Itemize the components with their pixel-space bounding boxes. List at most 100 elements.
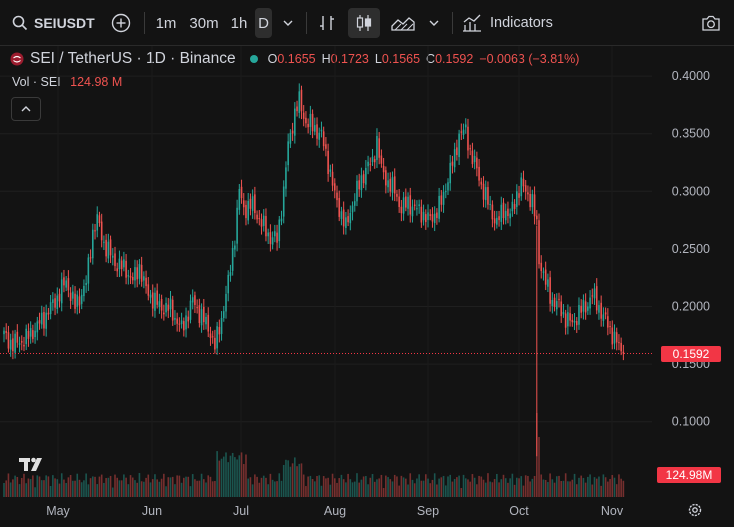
candle-body [369, 163, 372, 165]
candle-body [247, 201, 249, 221]
interval-30m-button[interactable]: 30m [189, 14, 219, 32]
volume-bar [158, 481, 161, 497]
volume-bar [396, 476, 398, 497]
candle-body [225, 293, 227, 312]
volume-bar [294, 457, 296, 497]
volume-bar [342, 479, 345, 497]
volume-bar [23, 473, 25, 497]
candle-body [513, 203, 516, 209]
volume-bar [107, 477, 110, 497]
candle-body [373, 159, 376, 163]
volume-bar [118, 480, 121, 497]
candle-body [567, 312, 569, 327]
y-tick-label: 0.4000 [672, 69, 710, 83]
volume-bar [578, 477, 580, 497]
indicators-icon [463, 14, 481, 32]
volume-bar [371, 474, 374, 497]
volume-bar [447, 476, 449, 497]
volume-bar [609, 478, 611, 497]
volume-bar [347, 473, 349, 497]
candle-body [409, 195, 412, 215]
volume-bar [362, 476, 365, 497]
candle-body [493, 218, 496, 224]
volume-bar [43, 480, 45, 497]
volume-bar [575, 484, 578, 497]
symbol-label: SEIUSDT [34, 15, 95, 31]
volume-label: Vol · SEI [12, 75, 61, 89]
candle-body [307, 123, 309, 128]
candle-body [238, 188, 241, 210]
volume-value: 124.98 M [70, 75, 123, 89]
volume-bar [69, 474, 72, 497]
volume-bar [120, 480, 123, 497]
volume-bar [247, 478, 249, 497]
candle-body [422, 211, 425, 221]
collapse-legend-button[interactable] [11, 97, 41, 121]
chart-type-dropdown[interactable] [424, 8, 444, 38]
volume-bar [338, 478, 341, 497]
volume-bar [256, 476, 258, 497]
candle-body [564, 313, 567, 328]
candles-style-button[interactable] [348, 8, 380, 38]
compare-add-button[interactable] [108, 8, 134, 38]
y-tick-label: 0.3000 [672, 184, 710, 198]
candle-body [245, 204, 247, 219]
volume-bar [296, 466, 298, 497]
area-style-button[interactable] [388, 8, 418, 38]
candle-body [305, 117, 307, 124]
chevron-down-icon [283, 20, 293, 26]
candle-body [67, 278, 70, 291]
snapshot-button[interactable] [698, 8, 724, 38]
candle-body [540, 262, 543, 272]
candle-body [582, 299, 585, 312]
volume-bar [89, 478, 92, 497]
indicators-label: Indicators [490, 15, 553, 31]
candle-body [529, 193, 531, 208]
volume-bar [595, 478, 598, 497]
volume-bar [127, 484, 130, 497]
volume-bar [549, 473, 551, 497]
volume-bar [274, 481, 276, 497]
volume-bar [111, 487, 114, 497]
volume-bar [600, 485, 602, 497]
interval-dropdown[interactable] [277, 8, 299, 38]
interval-1m-button[interactable]: 1m [155, 14, 177, 32]
indicators-button[interactable]: Indicators [462, 8, 558, 38]
candle-body [604, 312, 607, 315]
candle-body [613, 331, 616, 344]
x-tick-label: May [46, 504, 70, 518]
candle-body [356, 180, 358, 202]
interval-d-button[interactable]: D [255, 8, 272, 38]
volume-bar [520, 476, 523, 497]
interval-1h-button[interactable]: 1h [230, 14, 248, 32]
volume-bar [45, 475, 47, 497]
volume-bar [471, 474, 474, 497]
candle-body [267, 232, 269, 237]
chevron-up-icon [21, 106, 31, 112]
candle-body [518, 193, 520, 198]
bar-style-button[interactable] [314, 8, 340, 38]
candle-body [511, 201, 514, 212]
volume-bar [147, 474, 150, 497]
candle-body [589, 297, 591, 309]
candle-body [482, 183, 485, 200]
volume-bar [240, 452, 243, 497]
volume-bar [3, 483, 5, 497]
candle-body [573, 320, 576, 323]
candle-body [138, 264, 141, 279]
volume-bar [216, 451, 218, 497]
volume-bar [320, 485, 323, 497]
settings-gear-icon[interactable] [687, 502, 703, 518]
candle-body [76, 294, 79, 307]
volume-bar [176, 475, 178, 497]
candle-body [544, 269, 547, 285]
volume-bar [333, 478, 336, 497]
volume-bar [249, 477, 252, 497]
candle-body [436, 212, 438, 218]
candle-body [278, 219, 281, 242]
symbol-search[interactable]: SEIUSDT [8, 8, 96, 38]
volume-bar [405, 478, 407, 497]
volume-bar [267, 484, 269, 497]
candle-body [100, 221, 103, 241]
candle-body [49, 302, 52, 315]
